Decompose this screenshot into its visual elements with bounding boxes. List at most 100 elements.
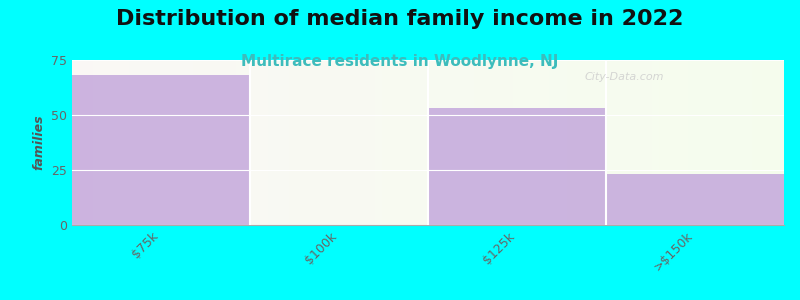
Bar [101,60,104,225]
Bar [389,60,393,225]
Text: City-Data.com: City-Data.com [585,71,664,82]
Bar [531,60,535,225]
Bar [755,60,759,225]
Bar [168,60,172,225]
Bar [681,60,684,225]
Bar [702,60,706,225]
Bar [133,60,136,225]
Bar [264,60,268,225]
Bar [406,60,410,225]
Bar [257,60,261,225]
Bar [239,60,243,225]
Bar [246,60,250,225]
Bar [499,60,502,225]
Bar [186,60,190,225]
Bar [578,60,581,225]
Bar [528,60,531,225]
Bar [232,60,236,225]
Bar [770,60,774,225]
Bar [90,60,94,225]
Bar [613,60,617,225]
Bar [310,60,314,225]
Bar [510,60,514,225]
Text: Distribution of median family income in 2022: Distribution of median family income in … [116,9,684,29]
Bar [211,60,214,225]
Bar [723,60,727,225]
Bar [460,60,464,225]
Bar [193,60,197,225]
Bar [399,60,403,225]
Bar [766,60,770,225]
Bar [581,60,585,225]
Bar [136,60,140,225]
Bar [645,60,649,225]
Bar [716,60,720,225]
Bar [129,60,133,225]
Bar [730,60,734,225]
Bar [410,60,414,225]
Bar [140,60,143,225]
Bar [457,60,460,225]
Bar [652,60,656,225]
Bar [354,60,357,225]
Bar [293,60,296,225]
Bar [200,60,204,225]
Bar [485,60,489,225]
Bar [606,60,610,225]
Bar [574,60,578,225]
Bar [207,60,211,225]
Bar [595,60,599,225]
Bar [179,60,182,225]
Bar [546,60,549,225]
Bar [674,60,677,225]
Bar [435,60,438,225]
Bar [243,60,246,225]
Bar [745,60,749,225]
Bar [464,60,467,225]
Bar [172,60,175,225]
Bar [328,60,332,225]
Bar [542,60,546,225]
Bar [371,60,374,225]
Bar [225,60,229,225]
Bar [418,60,421,225]
Bar [638,60,642,225]
Bar [677,60,681,225]
Bar [691,60,695,225]
Bar [335,60,339,225]
Bar [431,60,435,225]
Bar [752,60,755,225]
Bar [684,60,688,225]
Bar [482,60,485,225]
Bar [553,60,556,225]
Bar [118,60,122,225]
Bar [143,60,146,225]
Bar [332,60,335,225]
Bar [236,60,239,225]
Bar [296,60,300,225]
Bar [307,60,310,225]
Bar [104,60,107,225]
Bar [738,60,742,225]
Bar [599,60,602,225]
Bar [620,60,624,225]
Bar [759,60,762,225]
Bar [478,60,482,225]
Bar [396,60,399,225]
Bar [762,60,766,225]
Bar [774,60,777,225]
Bar [624,60,627,225]
Bar [97,60,101,225]
Bar [271,60,275,225]
Bar [425,60,428,225]
Bar [649,60,652,225]
Bar [421,60,425,225]
Bar [666,60,670,225]
Bar [321,60,325,225]
Bar [506,60,510,225]
Bar [107,60,111,225]
Bar [517,60,521,225]
Bar [656,60,659,225]
Bar [710,60,713,225]
Bar [781,60,784,225]
